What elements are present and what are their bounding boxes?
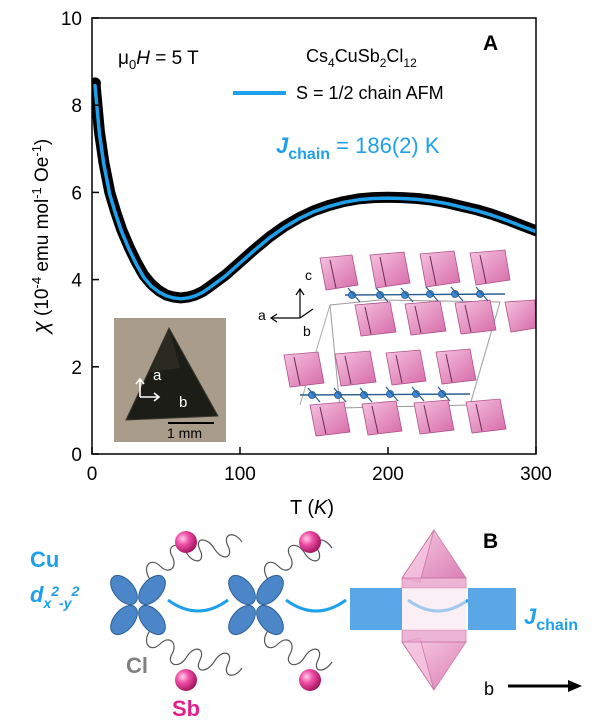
photo-axis-b: b [179,394,187,411]
field-label: μ0H = 5 T [118,48,199,72]
x-tick-label: 0 [87,464,98,485]
schematic-panel-b: B Cu dx2-y2 Cl Sb [30,529,582,721]
x-tick-label: 100 [224,464,256,485]
b-axis-arrow [508,680,582,692]
crystal-photo-inset: a b 1 mm [114,318,226,442]
b-axis-label: b [484,679,494,699]
panel-a-label: A [483,32,498,55]
x-tick-label: 200 [372,464,404,485]
sb-octahedra [401,529,467,691]
sb-label: Sb [172,696,200,721]
structure-axis-c: c [305,267,312,283]
j-chain-label: Jchain [524,604,578,634]
x-axis-label: T (K) [290,497,334,519]
crystal-structure-inset: c a b [258,249,537,437]
y-axis-label: χ (10-4 emu mol-1 Oe-1) [28,139,53,336]
cu-label: Cu [30,547,59,572]
plot-frame [91,17,537,455]
y-tick-label: 6 [71,183,82,204]
photo-axis-a: a [153,367,162,384]
cl-label: Cl [126,653,148,678]
cu-d-orbital-left [110,574,166,636]
chart-panel-a: a b 1 mm [28,9,552,519]
series-layer [92,77,536,304]
y-tick-label: 10 [61,9,82,30]
ticks-layer: 0 100 200 300 0 2 4 6 8 10 [61,9,552,485]
series-fit-line [93,83,536,301]
j-chain-annotation: Jchain = 186(2) K [276,133,440,163]
compound-formula: Cs4CuSb2Cl12 [306,46,417,70]
sb-atoms [175,531,321,691]
y-tick-label: 2 [71,358,82,379]
series-data-points [92,77,536,304]
structure-axis-a: a [258,307,266,323]
x-tick-label: 300 [520,464,552,485]
cl-orbitals [146,534,333,676]
y-tick-label: 8 [71,96,82,117]
cu-d-orbital-right [228,574,284,636]
scale-bar-label: 1 mm [167,425,202,441]
chain-blocks [350,588,516,630]
orbital-label: dx2-y2 [30,582,80,611]
y-tick-label: 0 [71,445,82,466]
legend-label: S = 1/2 chain AFM [296,83,444,103]
structure-axis-b: b [303,323,311,339]
panel-b-label: B [483,530,498,553]
y-tick-label: 4 [71,271,82,292]
